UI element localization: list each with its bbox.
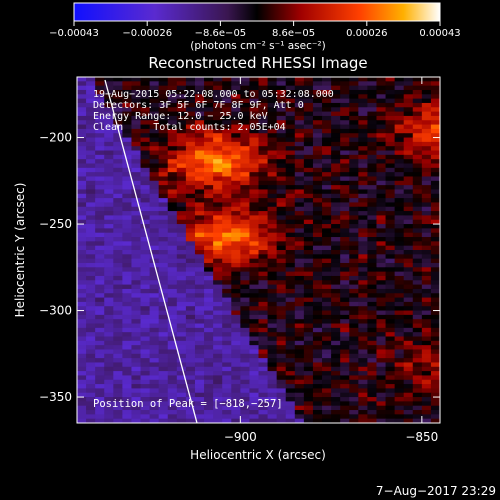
annotation-energy-range: Energy Range: 12.0 − 25.0 keV — [93, 111, 268, 122]
colorbar-tick-label: −0.00043 — [49, 28, 99, 39]
x-axis-label: Heliocentric X (arcsec) — [190, 448, 326, 462]
footer-timestamp: 7−Aug−2017 23:29 — [376, 484, 496, 498]
solar-limb — [104, 79, 198, 423]
heatmap-area — [77, 77, 440, 423]
chart-title: Reconstructed RHESSI Image — [148, 54, 367, 72]
colorbar-tick-label: −8.6e−05 — [195, 28, 247, 39]
y-axis-label: Heliocentric Y (arcsec) — [13, 183, 27, 318]
colorbar-tick-label: 0.00026 — [346, 28, 387, 39]
colorbar-tick-label: 0.00043 — [419, 28, 460, 39]
colorbar-units: (photons cm⁻² s⁻¹ asec⁻²) — [190, 40, 325, 52]
y-tick-label: −250 — [39, 217, 72, 231]
y-axis-ticks: −200 −250 −300 −350 — [39, 131, 440, 404]
y-tick-label: −200 — [39, 131, 72, 145]
annotation-detectors: Detectors: 3F 5F 6F 7F 8F 9F, Att 0 — [93, 100, 304, 111]
colorbar-tick-label: 8.6e−05 — [272, 28, 315, 39]
annotation-clean-counts: Clean Total counts: 2.05E+04 — [93, 122, 286, 133]
x-axis-ticks: −900−850−800 — [224, 77, 438, 444]
y-tick-label: −350 — [39, 390, 72, 404]
plot-frame — [76, 76, 441, 424]
colorbar-tick-label: −0.00026 — [122, 28, 172, 39]
colorbar — [73, 2, 441, 22]
colorbar-ticks: −0.00043 −0.00026 −8.6e−05 8.6e−05 0.00026 0.… — [49, 21, 461, 39]
heatmap-cells — [77, 77, 440, 423]
y-tick-label: −300 — [39, 304, 72, 318]
x-tick-label: −900 — [224, 430, 257, 444]
peak-position-label: Position of Peak = [−818,−257] — [93, 398, 283, 410]
x-tick-label: −850 — [405, 430, 438, 444]
annotation-time-range: 19−Aug−2015 05:22:08.000 to 05:32:08.000 — [93, 89, 334, 100]
